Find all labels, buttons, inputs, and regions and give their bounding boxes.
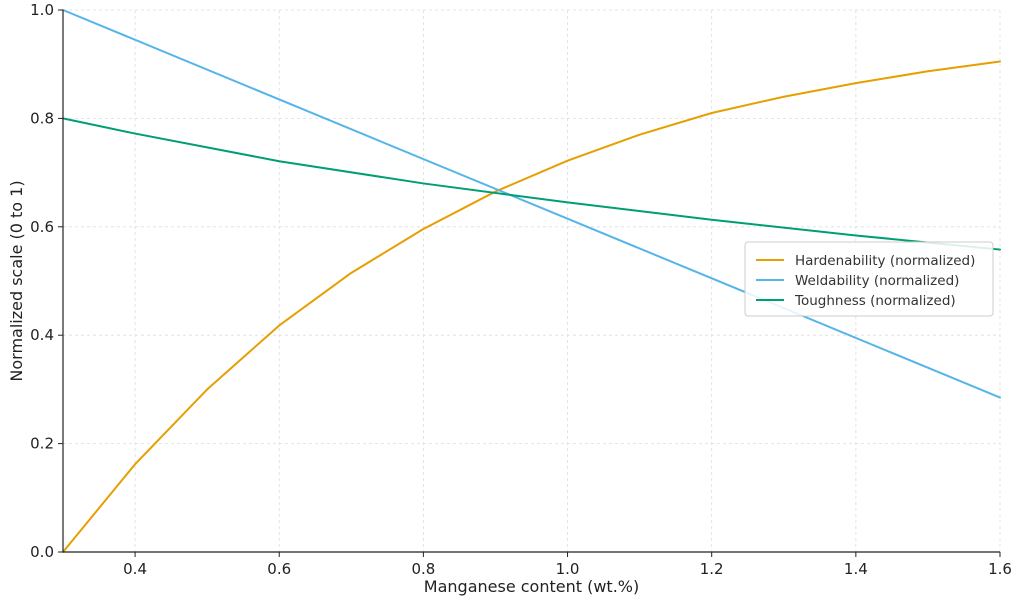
y-ticks: 0.0 0.2 0.4 0.6 0.8 1.0 — [30, 1, 63, 561]
y-tick-label: 0.2 — [30, 435, 54, 453]
x-tick-label: 0.6 — [267, 560, 291, 578]
x-ticks: 0.4 0.6 0.8 1.0 1.2 1.4 1.6 — [123, 552, 1012, 578]
legend-label-toughness-normalized: Toughness (normalized) — [794, 293, 956, 309]
series-line-toughness-normalized — [62, 117, 1001, 251]
x-tick-label: 0.4 — [123, 560, 147, 578]
y-axis-label: Normalized scale (0 to 1) — [7, 180, 26, 381]
x-tick-label: 0.8 — [411, 560, 435, 578]
y-tick-label: 0.0 — [30, 543, 54, 561]
x-tick-label: 1.2 — [700, 560, 724, 578]
series-line-hardenability-normalized — [62, 60, 1001, 553]
x-tick-label: 1.0 — [556, 560, 580, 578]
y-tick-label: 0.6 — [30, 218, 54, 236]
axes — [62, 10, 1000, 553]
x-tick-label: 1.6 — [988, 560, 1012, 578]
legend-label-hardenability-normalized: Hardenability (normalized) — [795, 253, 975, 269]
y-tick-label: 0.8 — [30, 109, 54, 127]
y-tick-label: 1.0 — [30, 1, 54, 19]
series-lines — [62, 9, 1001, 553]
y-tick-label: 0.4 — [30, 326, 54, 344]
x-axis-label: Manganese content (wt.%) — [424, 577, 639, 596]
series-line-weldability-normalized — [62, 9, 1001, 399]
legend: Hardenability (normalized) Weldability (n… — [744, 241, 994, 317]
legend-box — [744, 241, 994, 317]
legend-label-weldability-normalized: Weldability (normalized) — [795, 273, 959, 289]
x-tick-label: 1.4 — [844, 560, 868, 578]
